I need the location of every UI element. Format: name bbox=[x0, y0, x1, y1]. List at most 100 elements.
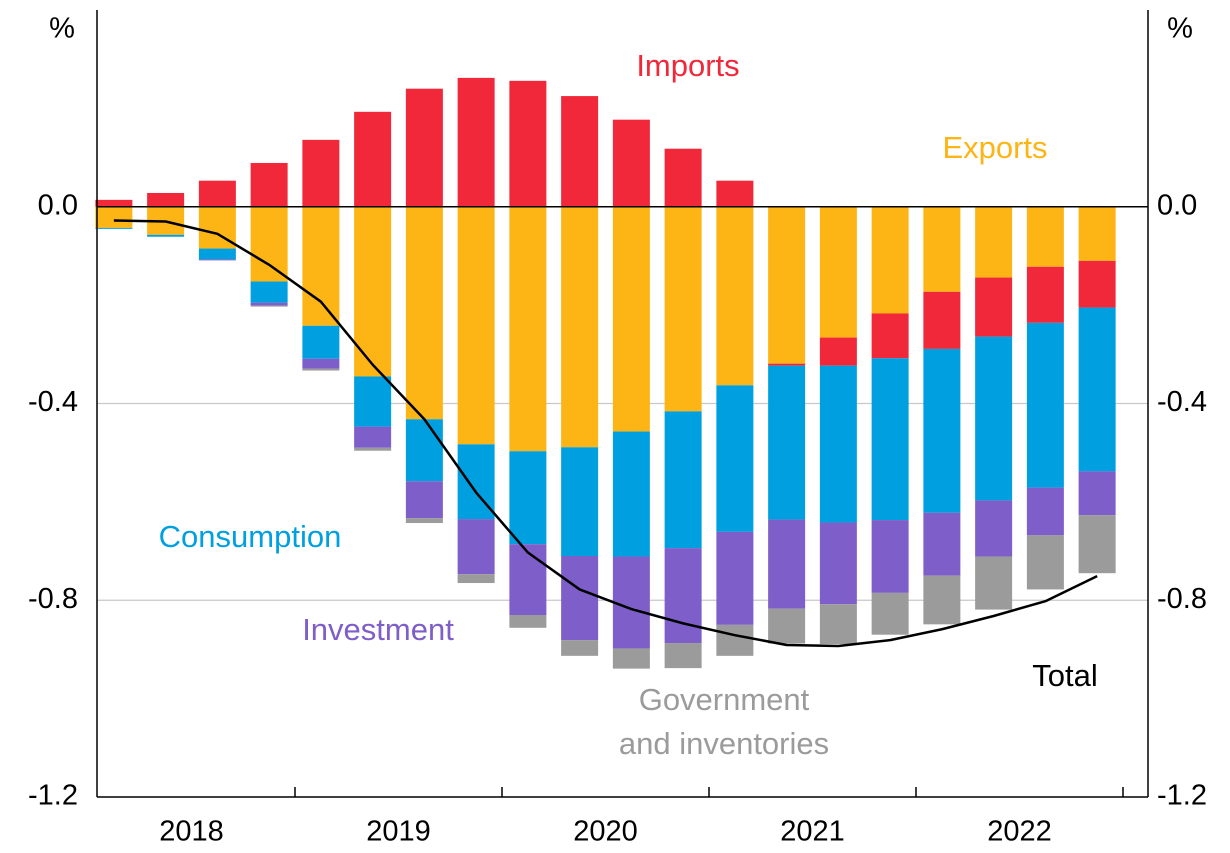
bar-segment bbox=[302, 325, 340, 359]
bar-segment bbox=[1078, 515, 1116, 574]
bar-segment bbox=[819, 522, 857, 605]
bar-segment bbox=[975, 206, 1013, 278]
bar-segment bbox=[509, 80, 547, 207]
bar-segment bbox=[819, 604, 857, 645]
bar-segment bbox=[1026, 322, 1064, 488]
series-label: Investment bbox=[302, 612, 454, 647]
bar-segment bbox=[664, 148, 702, 207]
bar-segment bbox=[871, 358, 909, 521]
bar-segment bbox=[198, 180, 236, 207]
y-tick-label: -0.8 bbox=[28, 583, 78, 615]
bar-segment bbox=[871, 520, 909, 593]
bar-segment bbox=[871, 592, 909, 635]
bar-segment bbox=[768, 365, 806, 520]
bar-segment bbox=[871, 313, 909, 359]
bar-segment bbox=[405, 206, 443, 420]
bar-segment bbox=[716, 624, 754, 656]
x-tick-label: 2018 bbox=[159, 816, 224, 848]
bar-segment bbox=[716, 385, 754, 532]
bar-segment bbox=[147, 192, 185, 207]
bar-segment bbox=[664, 548, 702, 644]
bar-segment bbox=[250, 206, 288, 282]
bar-segment bbox=[457, 574, 495, 584]
x-tick-label: 2022 bbox=[987, 816, 1052, 848]
bar-segment bbox=[405, 88, 443, 207]
bar-segment bbox=[302, 358, 340, 369]
bar-segment bbox=[923, 575, 961, 625]
y-tick-label: -0.4 bbox=[28, 386, 78, 418]
bar-segment bbox=[198, 259, 236, 261]
bar-segment bbox=[923, 291, 961, 349]
bar-segment bbox=[612, 556, 650, 649]
bar-segment bbox=[509, 544, 547, 616]
bar-segment bbox=[147, 234, 185, 237]
series-label: Government and inventories bbox=[618, 682, 830, 761]
y-tick-label: -1.2 bbox=[28, 780, 78, 812]
bar-segment bbox=[871, 206, 909, 314]
bar-segment bbox=[819, 206, 857, 338]
bar-segment bbox=[819, 365, 857, 523]
bar-segment bbox=[612, 431, 650, 557]
bar-segment bbox=[95, 227, 133, 229]
bar-segment bbox=[1078, 307, 1116, 472]
bar-segment bbox=[716, 206, 754, 386]
bar-segment bbox=[95, 199, 133, 207]
x-tick-label: 2021 bbox=[780, 816, 845, 848]
bar-segment bbox=[198, 248, 236, 260]
series-label: Imports bbox=[636, 48, 740, 83]
bar-segment bbox=[250, 305, 288, 307]
x-tick-label: 2019 bbox=[366, 816, 431, 848]
bar-segment bbox=[509, 206, 547, 452]
bar-segment bbox=[1078, 206, 1116, 261]
bar-segment bbox=[975, 277, 1013, 337]
bar-segment bbox=[561, 447, 599, 556]
y-axis-label: % bbox=[49, 13, 75, 45]
bar-segment bbox=[250, 162, 288, 207]
bar-segment bbox=[354, 447, 392, 451]
bar-segment bbox=[95, 206, 133, 228]
bar-segment bbox=[354, 111, 392, 207]
bar-segment bbox=[561, 206, 599, 448]
bar-segment bbox=[509, 615, 547, 628]
bar-segment bbox=[923, 512, 961, 576]
bar-segment bbox=[405, 481, 443, 519]
bar-segment bbox=[716, 180, 754, 207]
series-label: Consumption bbox=[158, 519, 342, 554]
bar-segment bbox=[250, 281, 288, 303]
bar-segment bbox=[302, 368, 340, 371]
y2-tick-label: -0.8 bbox=[1157, 583, 1207, 615]
bar-segment bbox=[457, 206, 495, 445]
bar-segment bbox=[457, 519, 495, 575]
bar-segment bbox=[354, 426, 392, 448]
bar-segment bbox=[509, 451, 547, 545]
bar-segment bbox=[561, 640, 599, 656]
bar-segment bbox=[561, 555, 599, 641]
bar-segment bbox=[612, 119, 650, 207]
bar-segment bbox=[1026, 535, 1064, 590]
series-label: Total bbox=[1032, 658, 1098, 693]
bar-segment bbox=[405, 419, 443, 482]
y2-tick-label: 0.0 bbox=[1157, 189, 1197, 221]
bar-segment bbox=[1026, 206, 1064, 267]
bar-segment bbox=[302, 206, 340, 326]
x-tick-label: 2020 bbox=[573, 816, 638, 848]
bar-segment bbox=[1026, 266, 1064, 323]
y2-tick-label: -0.4 bbox=[1157, 386, 1207, 418]
y2-tick-label: -1.2 bbox=[1157, 780, 1207, 812]
bar-segment bbox=[664, 643, 702, 669]
bar-segment bbox=[1078, 260, 1116, 308]
bar-segment bbox=[612, 648, 650, 669]
bar-segment bbox=[768, 206, 806, 364]
bar-segment bbox=[923, 348, 961, 513]
bar-segment bbox=[354, 376, 392, 427]
y2-axis-label: % bbox=[1167, 13, 1193, 45]
bar-segment bbox=[716, 531, 754, 625]
bar-segment bbox=[1078, 471, 1116, 516]
bar-segment bbox=[819, 337, 857, 366]
bar-segment bbox=[975, 500, 1013, 557]
bar-segment bbox=[975, 556, 1013, 610]
bar-segment bbox=[561, 96, 599, 207]
bars bbox=[95, 77, 1116, 669]
